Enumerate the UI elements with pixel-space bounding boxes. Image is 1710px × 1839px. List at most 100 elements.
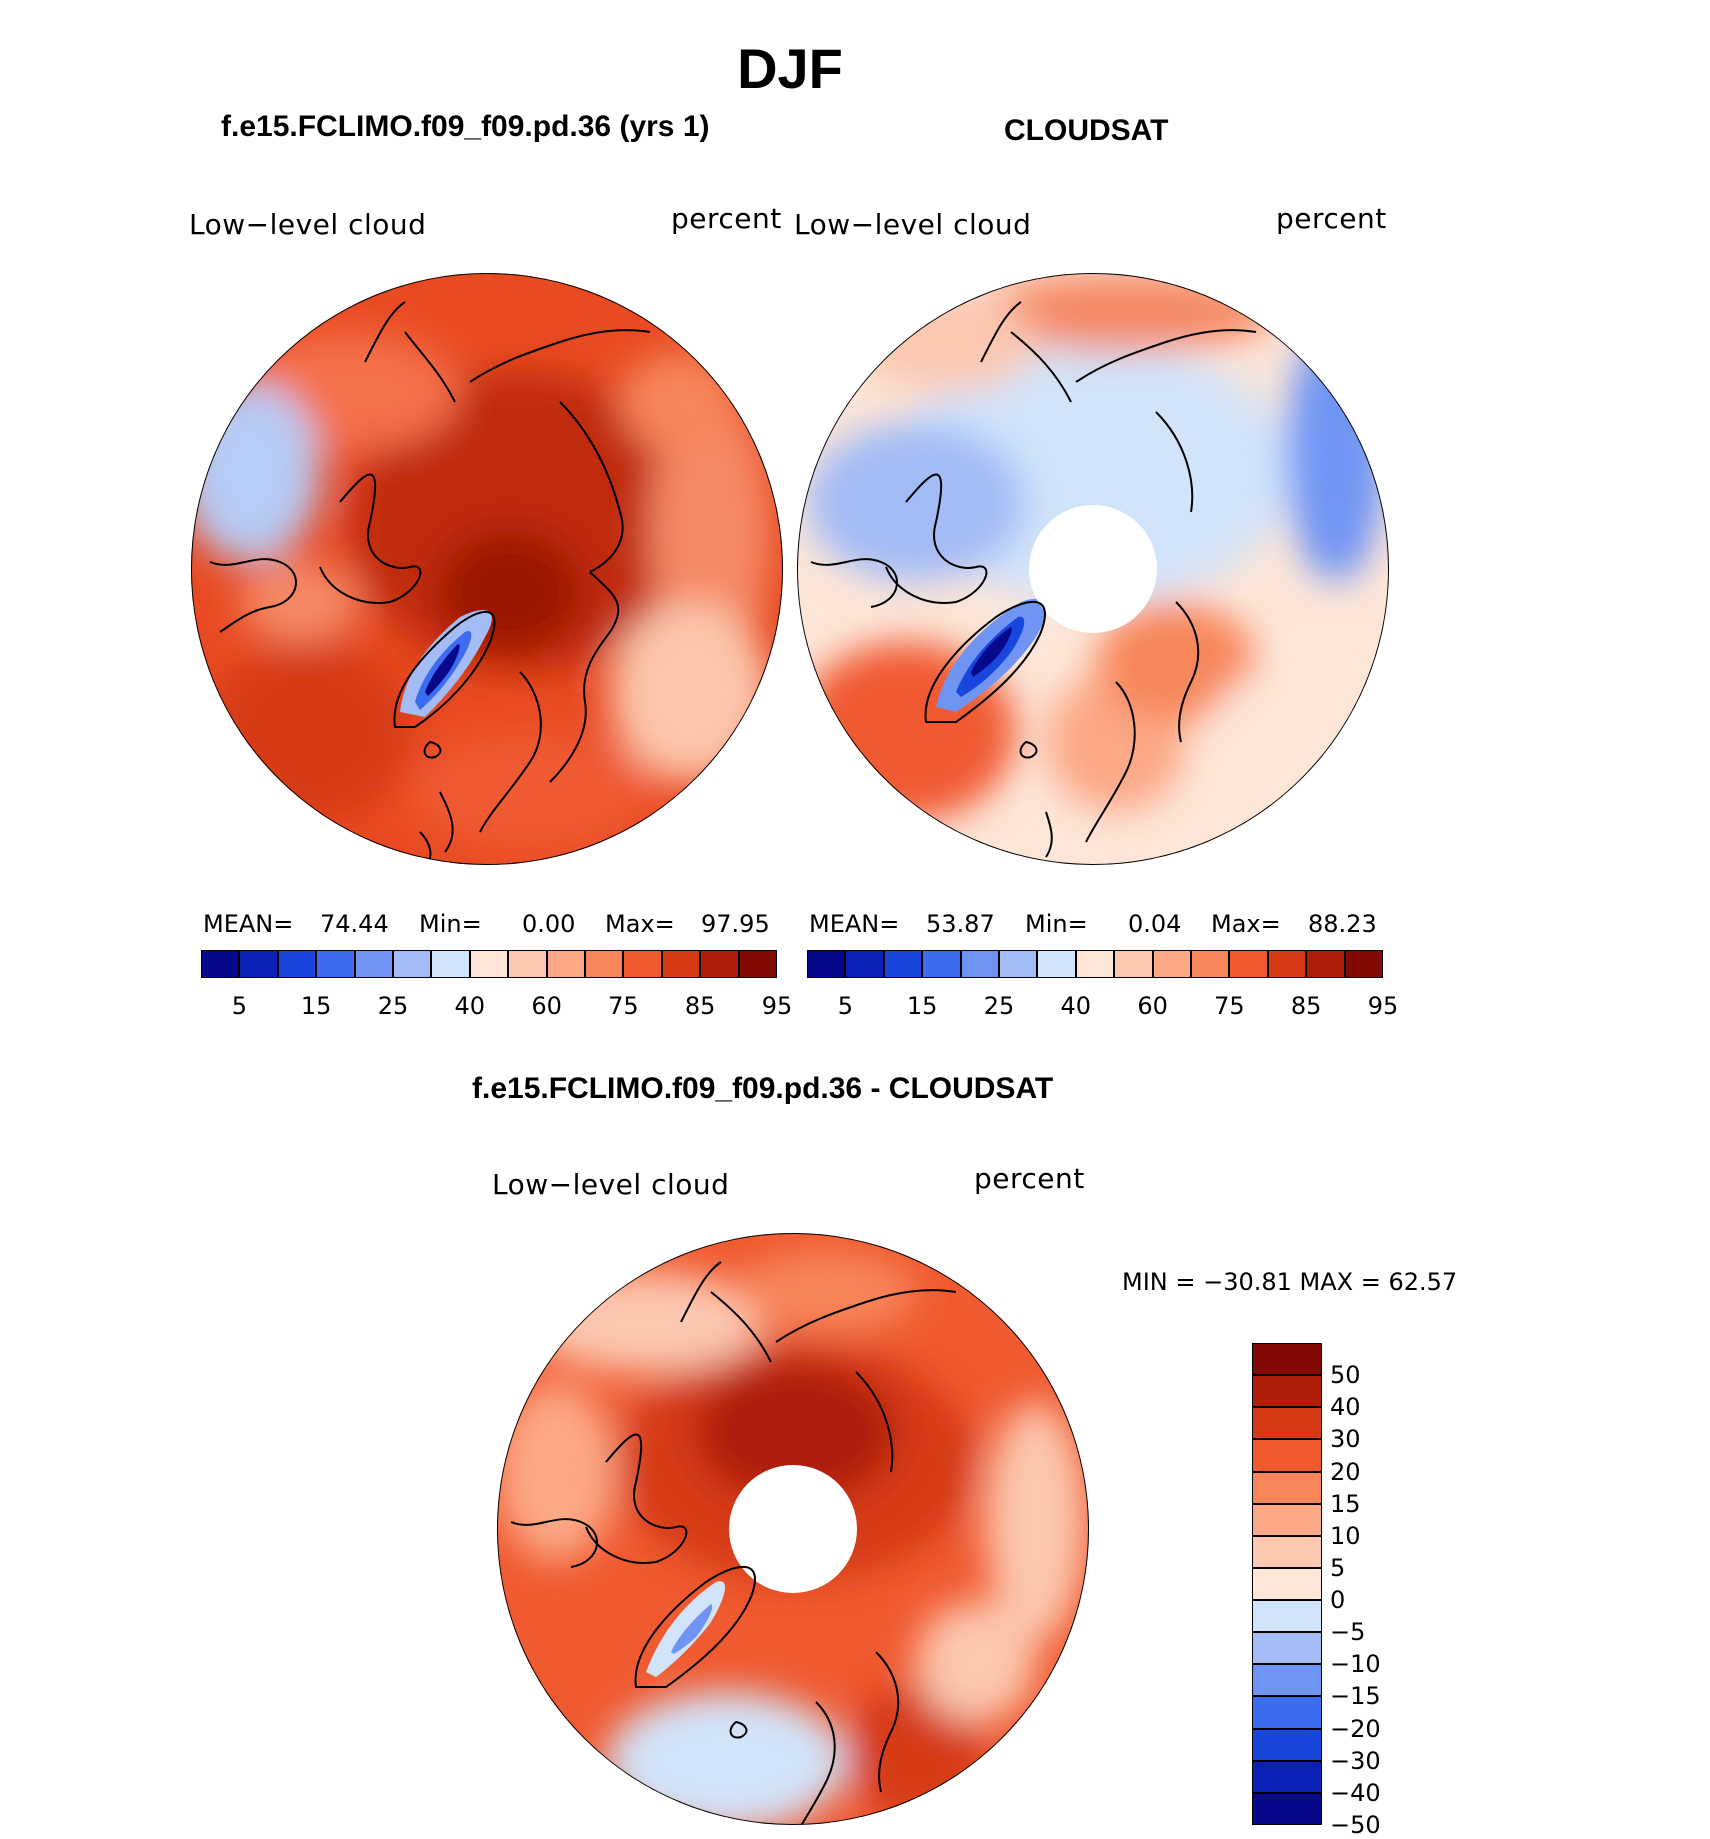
- colorbar-tick-label: −15: [1330, 1682, 1381, 1711]
- right-mean-value: 53.87: [926, 910, 995, 938]
- colorbar-tick-label: 30: [1330, 1425, 1361, 1454]
- right-min-value: 0.04: [1128, 910, 1182, 938]
- figure-title: DJF: [737, 37, 843, 100]
- colorbar-box: [1191, 950, 1230, 978]
- colorbar-box: [1306, 950, 1345, 978]
- colorbar-tick-label: 15: [300, 992, 332, 1020]
- colorbar-tick-label: 0: [1330, 1586, 1346, 1615]
- colorbar-box: [1252, 1407, 1322, 1440]
- colorbar-tick-label: 75: [608, 992, 639, 1020]
- colorbar-box: [1252, 1375, 1322, 1408]
- left-min-label: Min=: [419, 910, 482, 938]
- diff-minmax-label: MIN = −30.81 MAX = 62.57: [1122, 1268, 1458, 1296]
- colorbar-box: [922, 950, 961, 978]
- colorbar-tick-label: 60: [1137, 992, 1168, 1020]
- diff-colorbar-ticks: 50 40 30 20 15 10 5 0 −5 −10 −15 −20 −30 −40 −50: [1330, 1343, 1430, 1839]
- right-min-label: Min=: [1025, 910, 1088, 938]
- colorbar-tick-label: 50: [1330, 1361, 1361, 1390]
- colorbar-box: [661, 950, 701, 978]
- colorbar-tick-label: −30: [1330, 1746, 1381, 1775]
- left-min-value: 0.00: [522, 910, 576, 938]
- right-colorbar-ticks: 5 15 25 40 60 75 85 95: [807, 992, 1399, 1022]
- colorbar-box: [1252, 1792, 1322, 1825]
- left-mean-value: 74.44: [320, 910, 389, 938]
- colorbar-box: [469, 950, 509, 978]
- right-panel-title: CLOUDSAT: [1004, 114, 1169, 147]
- colorbar-box: [1114, 950, 1153, 978]
- colorbar-tick-label: 5: [837, 992, 854, 1020]
- colorbar-tick-label: −50: [1330, 1811, 1381, 1839]
- colorbar-box: [1152, 950, 1191, 978]
- colorbar-tick-label: 20: [1330, 1457, 1361, 1486]
- colorbar-tick-label: 85: [1290, 992, 1322, 1020]
- colorbar-box: [1252, 1471, 1322, 1504]
- colorbar-tick-label: 85: [684, 992, 716, 1020]
- colorbar-box: [883, 950, 923, 978]
- left-max-label: Max=: [605, 910, 675, 938]
- colorbar-box: [585, 950, 624, 978]
- left-max-value: 97.95: [701, 910, 770, 938]
- colorbar-box: [393, 950, 432, 978]
- colorbar-box: [1252, 1535, 1322, 1568]
- colorbar-box: [1344, 950, 1383, 978]
- colorbar-box: [1252, 1728, 1322, 1761]
- colorbar-box: [431, 950, 470, 978]
- colorbar-tick-label: 95: [1367, 992, 1399, 1020]
- colorbar-box: [1252, 1343, 1322, 1376]
- colorbar-tick-label: 40: [454, 992, 486, 1020]
- colorbar-box: [1252, 1567, 1322, 1601]
- left-colorbar: [201, 950, 777, 978]
- colorbar-box: [1229, 950, 1268, 978]
- colorbar-tick-label: 25: [983, 992, 1015, 1020]
- colorbar-box: [1252, 1632, 1322, 1665]
- colorbar-box: [1252, 1439, 1322, 1472]
- colorbar-box: [239, 950, 278, 978]
- colorbar-tick-label: −20: [1330, 1714, 1381, 1743]
- left-polar-map: [191, 273, 783, 865]
- colorbar-box: [316, 950, 355, 978]
- right-variable-label: Low−level cloud: [794, 208, 1032, 241]
- colorbar-box: [1252, 1503, 1322, 1536]
- colorbar-tick-label: 5: [1330, 1553, 1346, 1582]
- colorbar-box: [1252, 1696, 1322, 1729]
- colorbar-box: [508, 950, 547, 978]
- colorbar-box: [960, 950, 999, 978]
- right-max-value: 88.23: [1308, 910, 1377, 938]
- colorbar-box: [1252, 1600, 1322, 1633]
- right-mean-label: MEAN=: [809, 910, 900, 938]
- right-polar-map: [797, 273, 1389, 865]
- colorbar-box: [1252, 1664, 1322, 1697]
- colorbar-box: [546, 950, 585, 978]
- colorbar-tick-label: 15: [906, 992, 938, 1020]
- colorbar-tick-label: 75: [1214, 992, 1245, 1020]
- colorbar-tick-label: −10: [1330, 1650, 1381, 1679]
- left-colorbar-ticks: 5 15 25 40 60 75 85 95: [201, 992, 793, 1022]
- colorbar-tick-label: 15: [1330, 1489, 1361, 1518]
- colorbar-tick-label: 40: [1330, 1393, 1361, 1422]
- colorbar-box: [354, 950, 393, 978]
- left-mean-label: MEAN=: [203, 910, 294, 938]
- colorbar-box: [1075, 950, 1115, 978]
- diff-colorbar: [1252, 1343, 1322, 1825]
- colorbar-box: [201, 950, 240, 978]
- diff-units-label: percent: [974, 1162, 1085, 1195]
- colorbar-box: [623, 950, 662, 978]
- colorbar-tick-label: 95: [761, 992, 793, 1020]
- left-variable-label: Low−level cloud: [189, 208, 427, 241]
- right-colorbar: [807, 950, 1383, 978]
- left-panel-title: f.e15.FCLIMO.f09_f09.pd.36 (yrs 1): [221, 110, 710, 143]
- colorbar-tick-label: −40: [1330, 1778, 1381, 1807]
- colorbar-box: [1267, 950, 1307, 978]
- left-units-label: percent: [671, 202, 782, 235]
- colorbar-tick-label: 10: [1330, 1521, 1361, 1550]
- colorbar-box: [807, 950, 846, 978]
- diff-polar-map: [497, 1233, 1089, 1825]
- right-max-label: Max=: [1211, 910, 1281, 938]
- colorbar-box: [1252, 1760, 1322, 1793]
- colorbar-box: [1037, 950, 1076, 978]
- colorbar-box: [845, 950, 884, 978]
- colorbar-box: [700, 950, 739, 978]
- colorbar-tick-label: 25: [377, 992, 409, 1020]
- diff-variable-label: Low−level cloud: [492, 1168, 730, 1201]
- colorbar-box: [277, 950, 317, 978]
